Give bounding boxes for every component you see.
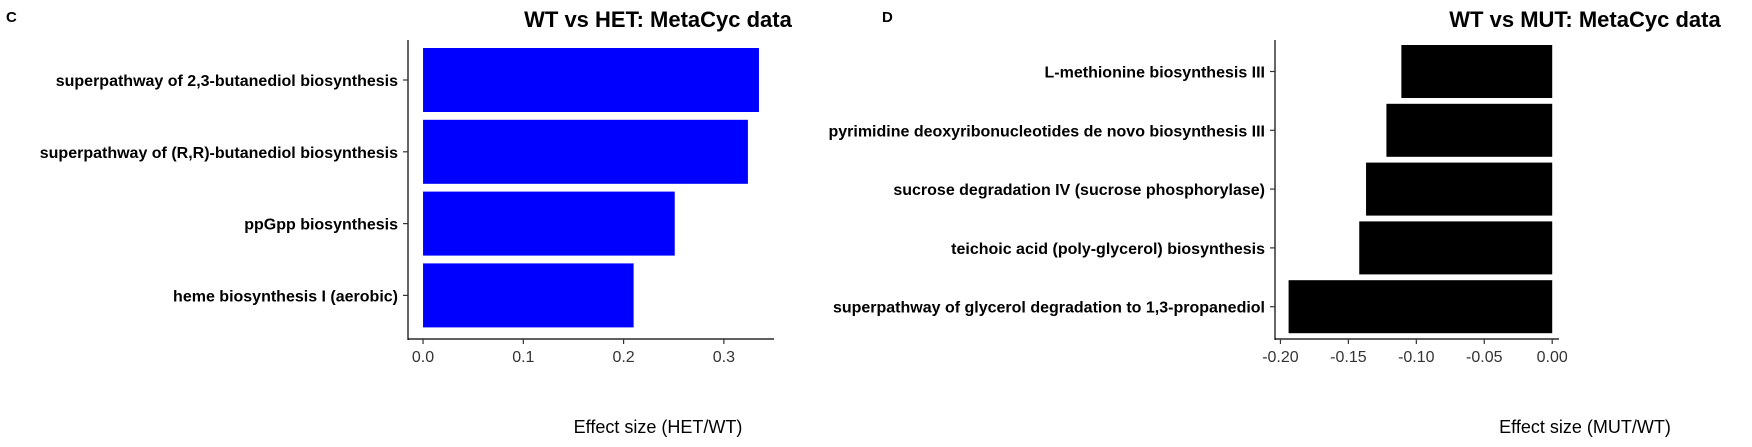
panel-d-x-tick-label: -0.05 [1466, 349, 1503, 366]
panel-d-bar [1401, 45, 1553, 98]
panel-d-bar [1386, 103, 1553, 157]
panel-d-bar [1359, 221, 1553, 275]
panel-c-tag: C [6, 9, 17, 26]
panel-c-category-label: superpathway of (R,R)-butanediol biosynt… [40, 145, 398, 162]
panel-c-x-tick-label: 0.1 [512, 349, 534, 366]
panel-d-marks: L-methionine biosynthesis III pyrimidine … [828, 40, 1568, 366]
panel-d-x-axis-title: Effect size (MUT/WT) [1499, 417, 1671, 437]
panel-c-x-axis-title: Effect size (HET/WT) [574, 417, 743, 437]
panel-d-x-tick-label: 0.00 [1537, 349, 1568, 366]
panel-c-category-label: ppGpp biosynthesis [244, 217, 398, 234]
panel-d-title: WT vs MUT: MetaCyc data [1449, 7, 1721, 32]
panel-d-category-label: teichoic acid (poly-glycerol) biosynthes… [951, 241, 1265, 258]
panel-d-category-label: superpathway of glycerol degradation to … [833, 300, 1265, 317]
panel-d-category-label: pyrimidine deoxyribonucleotides de novo … [828, 123, 1265, 140]
panel-c-bar [423, 48, 759, 112]
panel-d-x-tick-label: -0.15 [1330, 349, 1367, 366]
panel-c-x-tick-label: 0.3 [713, 349, 735, 366]
panel-d-chart: D WT vs MUT: MetaCyc data Effect size (M… [828, 7, 1721, 437]
panel-c-chart: C WT vs HET: MetaCyc data Effect size (H… [6, 7, 793, 437]
panel-d-bar [1288, 280, 1553, 334]
panel-d-bar [1366, 162, 1553, 216]
panel-d-category-label: sucrose degradation IV (sucrose phosphor… [893, 182, 1265, 199]
panel-d-tag: D [882, 9, 893, 26]
panel-d-x-tick-label: -0.10 [1398, 349, 1435, 366]
panel-c-marks: superpathway of 2,3-butanediol biosynthe… [40, 40, 774, 366]
panel-c-title: WT vs HET: MetaCyc data [524, 7, 792, 32]
panel-d-x-tick-label: -0.20 [1262, 349, 1299, 366]
panel-c-bar [423, 191, 675, 256]
panel-c-bar [423, 119, 748, 184]
panel-c-category-label: heme biosynthesis I (aerobic) [173, 288, 398, 305]
panel-d-category-label: L-methionine biosynthesis III [1045, 65, 1265, 82]
panel-c-category-label: superpathway of 2,3-butanediol biosynthe… [56, 73, 398, 90]
panel-c-bar [423, 263, 634, 328]
panel-c-x-tick-label: 0.2 [612, 349, 634, 366]
panel-c-x-tick-label: 0.0 [412, 349, 434, 366]
